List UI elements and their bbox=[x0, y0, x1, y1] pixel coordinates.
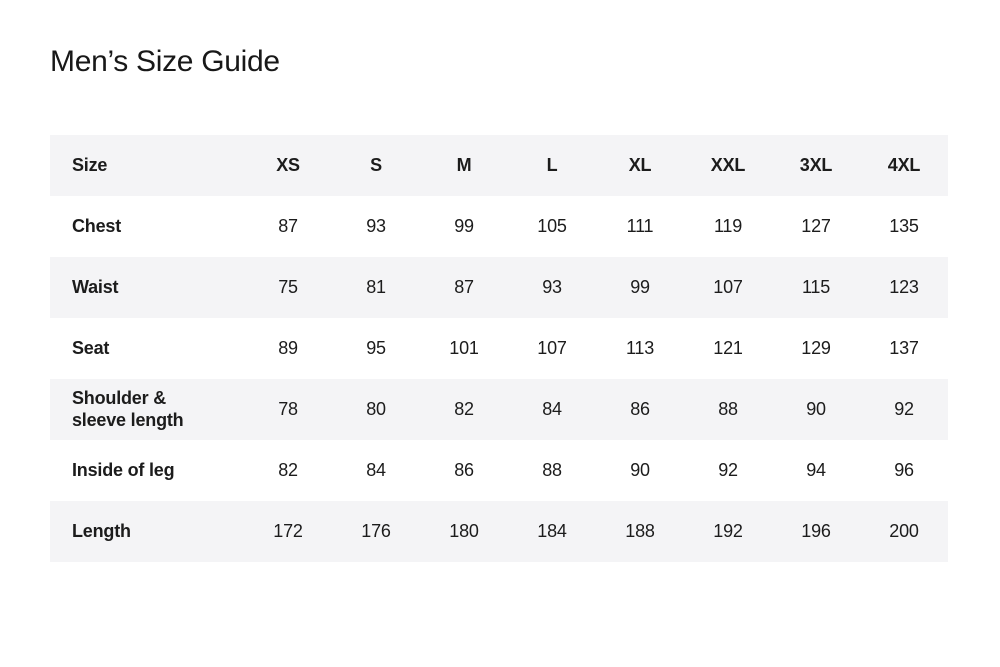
cell-value: 84 bbox=[366, 459, 386, 480]
row-label: Chest bbox=[72, 215, 122, 236]
cell-value: 78 bbox=[278, 398, 298, 419]
cell-value: 81 bbox=[366, 276, 386, 297]
cell-value: 172 bbox=[273, 520, 303, 541]
cell-value: 111 bbox=[626, 215, 654, 236]
page-title: Men’s Size Guide bbox=[50, 45, 280, 78]
cell-value: 137 bbox=[889, 337, 919, 358]
cell-value: 80 bbox=[366, 398, 386, 419]
cell-value: 121 bbox=[713, 337, 743, 358]
table-row: Inside of leg 82 84 86 88 90 92 94 96 bbox=[50, 440, 948, 501]
cell-value: 87 bbox=[278, 215, 298, 236]
column-header: 3XL bbox=[799, 154, 833, 175]
column-header: 4XL bbox=[887, 154, 921, 175]
cell-value: 200 bbox=[889, 520, 919, 541]
cell-value: 92 bbox=[894, 398, 914, 419]
cell-value: 90 bbox=[630, 459, 650, 480]
cell-value: 196 bbox=[801, 520, 831, 541]
table-body: Chest 87 93 99 105 111 119 127 135 Waist 75 81 87 93 9… bbox=[50, 196, 948, 562]
cell-value: 101 bbox=[449, 337, 479, 358]
row-label: Waist bbox=[72, 276, 119, 297]
column-header: S bbox=[370, 154, 382, 175]
cell-value: 75 bbox=[278, 276, 298, 297]
table-row: Seat 89 95 101 107 113 121 129 137 bbox=[50, 318, 948, 379]
size-guide-table: Size XS S M L XL XXL 3XL 4XL Chest 87 93 99 105 111 11… bbox=[50, 135, 948, 562]
cell-value: 135 bbox=[889, 215, 919, 236]
table-row: Length 172 176 180 184 188 192 196 200 bbox=[50, 501, 948, 562]
cell-value: 129 bbox=[801, 337, 831, 358]
column-header: XL bbox=[628, 154, 652, 175]
column-header: M bbox=[456, 154, 472, 175]
cell-value: 88 bbox=[718, 398, 738, 419]
cell-value: 93 bbox=[366, 215, 386, 236]
column-header: L bbox=[546, 154, 558, 175]
cell-value: 105 bbox=[537, 215, 567, 236]
cell-value: 92 bbox=[718, 459, 738, 480]
cell-value: 87 bbox=[454, 276, 474, 297]
cell-value: 93 bbox=[542, 276, 562, 297]
cell-value: 184 bbox=[537, 520, 567, 541]
cell-value: 96 bbox=[894, 459, 914, 480]
cell-value: 123 bbox=[889, 276, 919, 297]
cell-value: 99 bbox=[630, 276, 650, 297]
cell-value: 90 bbox=[806, 398, 826, 419]
cell-value: 115 bbox=[801, 276, 831, 297]
row-label: Inside of leg bbox=[72, 459, 175, 480]
cell-value: 89 bbox=[278, 337, 298, 358]
cell-value: 127 bbox=[801, 215, 831, 236]
row-label: Shoulder & sleeve length bbox=[72, 387, 184, 430]
cell-value: 113 bbox=[625, 337, 655, 358]
cell-value: 82 bbox=[278, 459, 298, 480]
cell-value: 119 bbox=[713, 215, 743, 236]
cell-value: 88 bbox=[542, 459, 562, 480]
cell-value: 86 bbox=[630, 398, 650, 419]
table-row: Shoulder & sleeve length 78 80 82 84 86 88 90 92 bbox=[50, 379, 948, 440]
cell-value: 94 bbox=[806, 459, 826, 480]
cell-value: 176 bbox=[361, 520, 391, 541]
cell-value: 107 bbox=[713, 276, 743, 297]
cell-value: 188 bbox=[625, 520, 655, 541]
row-label: Seat bbox=[72, 337, 110, 358]
row-label: Length bbox=[72, 520, 131, 541]
cell-value: 95 bbox=[366, 337, 386, 358]
column-header: XS bbox=[276, 154, 300, 175]
table-row: Waist 75 81 87 93 99 107 115 123 bbox=[50, 257, 948, 318]
cell-value: 86 bbox=[454, 459, 474, 480]
cell-value: 82 bbox=[454, 398, 474, 419]
cell-value: 99 bbox=[454, 215, 474, 236]
column-header: XXL bbox=[710, 154, 746, 175]
cell-value: 84 bbox=[542, 398, 562, 419]
cell-value: 192 bbox=[713, 520, 743, 541]
column-header: Size bbox=[72, 154, 108, 175]
table-row: Chest 87 93 99 105 111 119 127 135 bbox=[50, 196, 948, 257]
cell-value: 180 bbox=[449, 520, 479, 541]
table-header-row: Size XS S M L XL XXL 3XL 4XL bbox=[50, 135, 948, 196]
cell-value: 107 bbox=[537, 337, 567, 358]
